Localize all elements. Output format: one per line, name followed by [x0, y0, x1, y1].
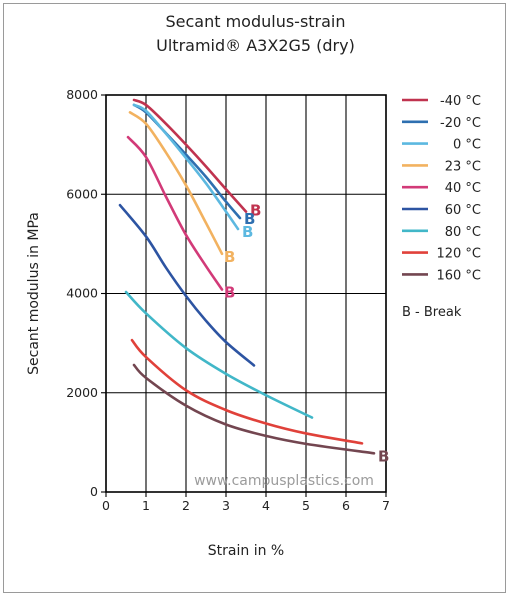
legend-label: -40 °C	[440, 94, 481, 109]
chart-subtitle: Ultramid® A3X2G5 (dry)	[156, 36, 355, 55]
x-tick-label: 5	[302, 498, 310, 513]
x-tick-label: 3	[222, 498, 230, 513]
series-lines	[118, 98, 376, 455]
legend-label: 40 °C	[445, 181, 481, 196]
legend-label: 60 °C	[445, 203, 481, 218]
legend-label: 160 °C	[436, 268, 481, 283]
x-tick-label: 1	[142, 498, 150, 513]
tick-labels: 0 1 2 3 4 5 6 7 0 2000 4000 6000 8000	[66, 87, 390, 513]
x-tick-label: 4	[262, 498, 270, 513]
x-tick-label: 6	[342, 498, 350, 513]
watermark: www.campusplastics.com	[194, 473, 374, 489]
legend-label: 23 °C	[445, 159, 481, 174]
x-tick-label: 2	[182, 498, 190, 513]
y-axis-label: Secant modulus in MPa	[26, 212, 42, 375]
chart-title: Secant modulus-strain	[165, 12, 346, 31]
series-line	[118, 203, 256, 367]
x-tick-label: 0	[102, 498, 110, 513]
y-tick-label: 0	[90, 484, 98, 499]
plot-area	[105, 94, 387, 493]
break-marker: B	[378, 447, 389, 465]
legend-label: 120 °C	[436, 247, 481, 262]
series-line	[126, 135, 224, 291]
break-marker: B	[224, 284, 235, 302]
x-axis-label: Strain in %	[208, 543, 284, 559]
series-line	[132, 363, 376, 455]
y-tick-label: 6000	[66, 186, 98, 201]
break-note: B - Break	[402, 305, 462, 320]
series-line	[124, 290, 314, 419]
x-tick-label: 7	[382, 498, 390, 513]
legend-label: -20 °C	[440, 116, 481, 131]
series-line	[130, 338, 364, 445]
break-marker: B	[224, 248, 235, 266]
break-marker: B	[244, 210, 255, 228]
break-marker: B	[250, 202, 261, 220]
y-tick-label: 8000	[66, 87, 98, 102]
series-line	[128, 111, 224, 256]
chart-frame	[3, 3, 506, 593]
legend-label: 80 °C	[445, 225, 481, 240]
break-marker: B	[242, 223, 253, 241]
series-line	[132, 98, 248, 213]
legend: -40 °C -20 °C 0 °C 23 °C 40 °C 60 °C 80 °C 120 …	[402, 94, 481, 283]
series-line	[132, 103, 240, 231]
y-tick-label: 4000	[66, 286, 98, 301]
legend-label: 0 °C	[453, 138, 481, 153]
y-tick-label: 2000	[66, 385, 98, 400]
